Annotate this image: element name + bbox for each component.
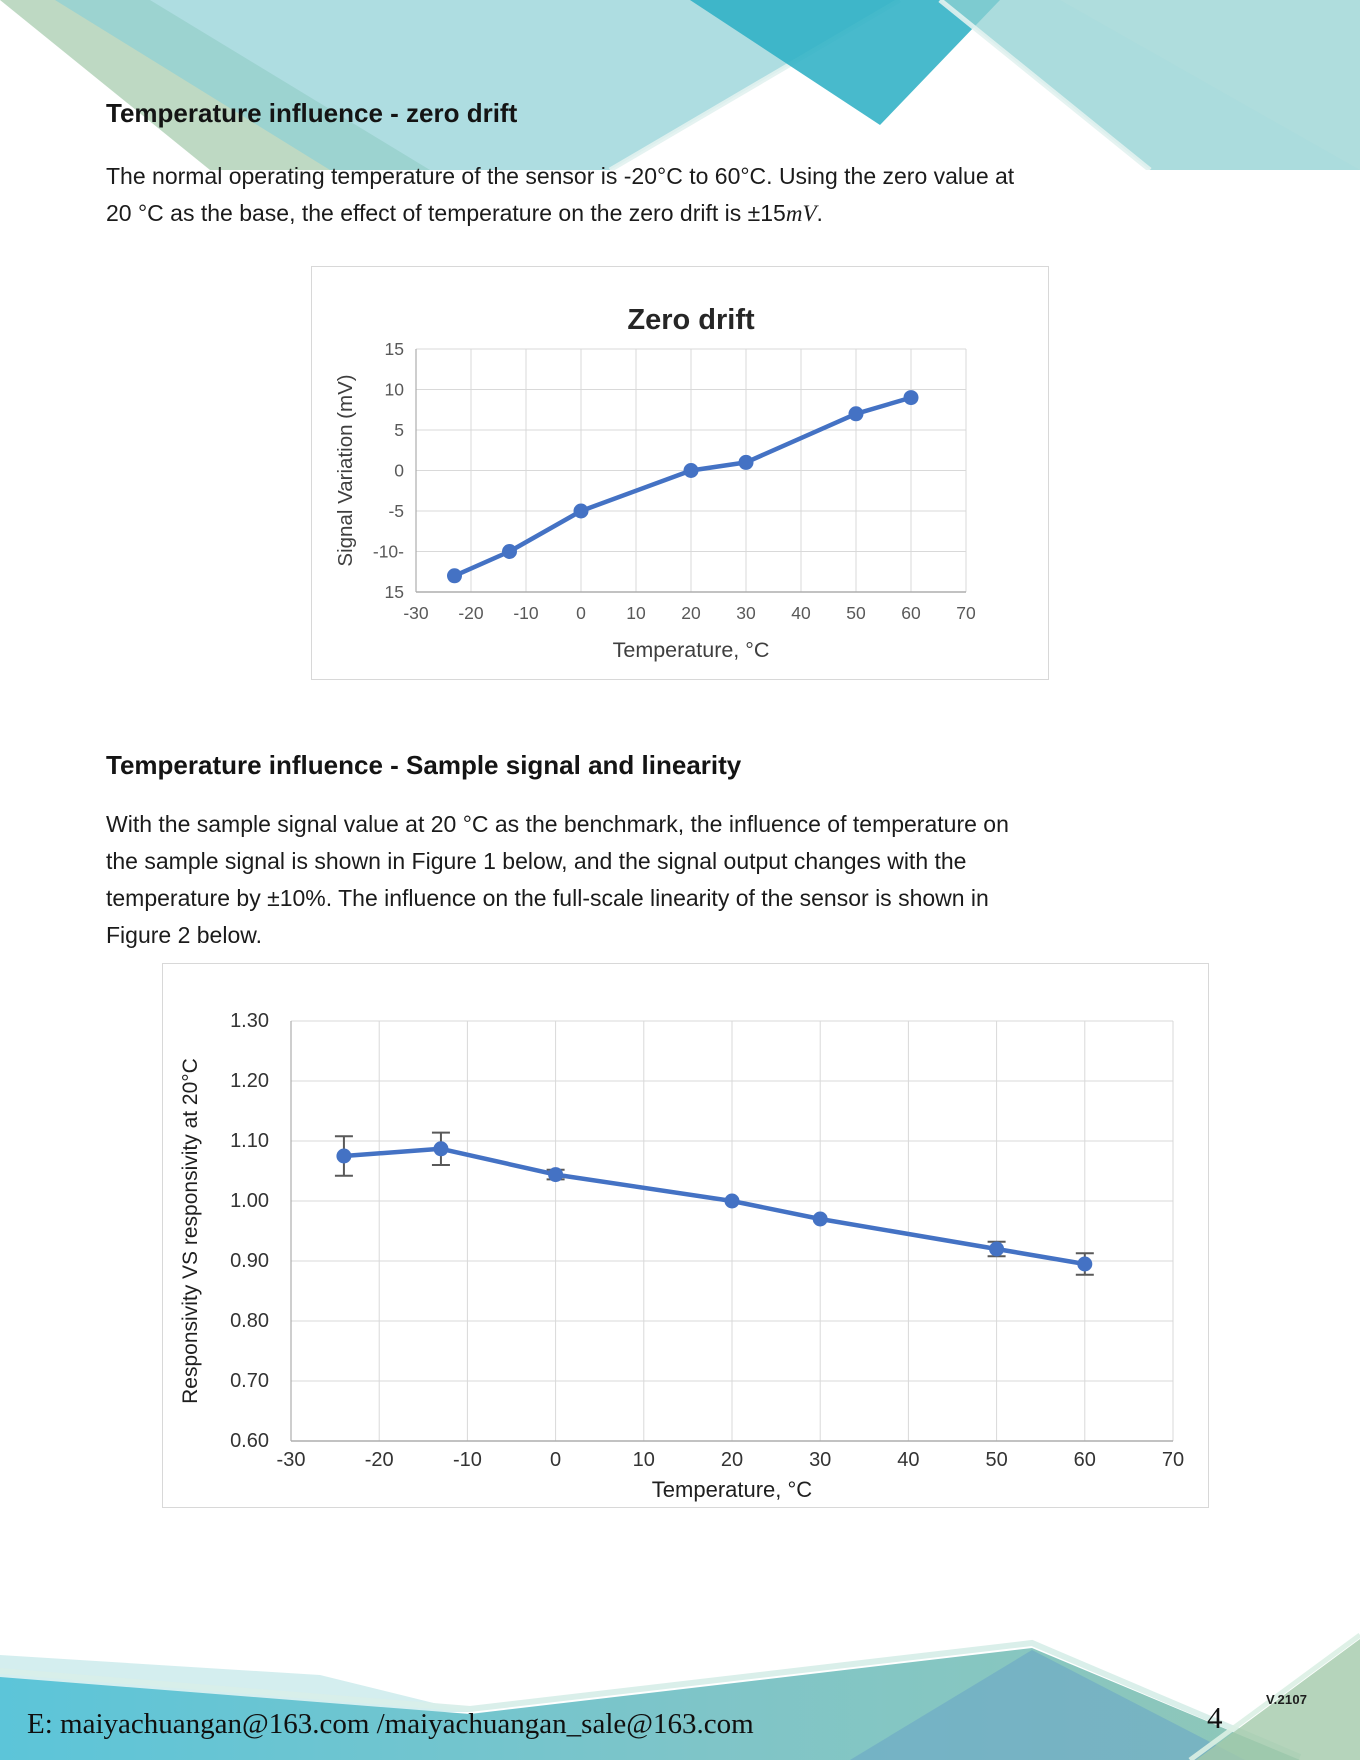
svg-text:0: 0 [550,1449,561,1471]
svg-text:15: 15 [385,339,404,359]
svg-text:70: 70 [956,603,976,623]
svg-text:5: 5 [394,420,404,440]
version-label: V.2107 [1266,1692,1308,1707]
gridlines [290,1020,1174,1442]
svg-text:50: 50 [846,603,866,623]
svg-text:0.80: 0.80 [230,1310,269,1332]
x-axis-title: Temperature, °C [652,1477,813,1502]
zero-drift-chart: -30 -20 -10 0 10 20 30 40 50 60 70151050-5-10-15Ze… [334,304,976,662]
series-line [453,395,912,578]
paragraph-line: the sample signal is shown in Figure 1 b… [106,848,967,874]
svg-text:-30: -30 [403,603,429,623]
responsivity-chart-frame: -30 -20 -10 0 10 20 30 40 50 60 70 1.30 1.20 1.10 1.00… [162,963,1209,1508]
paragraph-line: The normal operating temperature of the … [106,163,1015,189]
svg-text:70: 70 [1162,1449,1184,1471]
zero-drift-chart-frame: -30 -20 -10 0 10 20 30 40 50 60 70 15 10 5 0 -5 -10- 15 Ze… [311,266,1049,680]
section-heading-sample-signal: Temperature influence - Sample signal an… [106,750,742,780]
series-line [343,1146,1086,1267]
svg-text:0: 0 [394,461,404,481]
svg-text:40: 40 [897,1449,919,1471]
error-bars [334,1131,1094,1276]
paragraph-sample-signal: With the sample signal value at 20 °C as… [106,806,1009,954]
y-axis-title: Responsivity VS responsivity at 20°C [179,1058,202,1404]
tick-labels: -30 -20 -10 0 10 20 30 40 50 60 70 1.30 1.20 1.10 1.00… [230,1010,1184,1471]
svg-text:15: 15 [385,582,404,602]
svg-text:10: 10 [626,603,646,623]
chart-title: Zero drift [627,304,755,336]
svg-text:10: 10 [385,380,405,400]
svg-text:1.10: 1.10 [230,1130,269,1152]
svg-text:-20: -20 [458,603,484,623]
svg-text:-5: -5 [388,501,404,521]
footer-email: E: maiyachuangan@163.com /maiyachuangan_… [27,1708,754,1740]
section-heading-zero-drift: Temperature influence - zero drift [106,98,518,128]
math-mv-text: mV [785,201,817,226]
banner-dark-triangle [690,0,1000,125]
banner-edge-highlight [938,0,1152,170]
svg-text:1.00: 1.00 [230,1190,269,1212]
svg-text:1.20: 1.20 [230,1070,269,1092]
svg-text:20: 20 [681,603,701,623]
banner-edge-highlight [1188,1632,1360,1760]
svg-text:-10: -10 [513,603,539,623]
svg-text:40: 40 [791,603,811,623]
banner-edge-highlight [0,1639,1302,1760]
paragraph-line: Figure 2 below. [106,922,262,948]
bottom-banner-decoration [0,1632,1360,1760]
svg-text:60: 60 [901,603,921,623]
svg-text:0.70: 0.70 [230,1370,269,1392]
svg-text:1.30: 1.30 [230,1010,269,1032]
svg-text:-10-: -10- [373,542,404,562]
svg-text:-20: -20 [365,1449,394,1471]
svg-text:30: 30 [736,603,756,623]
svg-text:-10: -10 [453,1449,482,1471]
paragraph-line: temperature by ±10%. The influence on th… [106,885,989,911]
x-axis-title: Temperature, °C [613,638,770,662]
svg-text:0.90: 0.90 [230,1250,269,1272]
paragraph-text: 20 °C as the base, the effect of tempera… [106,200,786,226]
svg-text:60: 60 [1074,1449,1096,1471]
banner-right-sage-triangle [1196,1639,1360,1760]
svg-text:30: 30 [809,1449,831,1471]
svg-text:-30: -30 [277,1449,306,1471]
banner-center-dark-triangle [850,1650,1245,1760]
svg-text:10: 10 [633,1449,655,1471]
svg-text:50: 50 [985,1449,1007,1471]
top-banner-decoration [0,0,1360,170]
svg-text:0.60: 0.60 [230,1430,269,1452]
svg-text:20: 20 [721,1449,743,1471]
banner-right-overlay [1060,0,1360,170]
responsivity-chart: -30 -20 -10 0 10 20 30 40 50 60 70 1.30 1.20 1.10 1.00… [179,1010,1184,1502]
y-axis-title: Signal Variation (mV) [334,374,357,566]
page-number: 4 [1207,1700,1223,1735]
paragraph-text: . [816,200,823,226]
paragraph-line: 20 °C as the base, the effect of tempera… [106,195,1014,232]
series-markers [447,390,919,584]
paragraph-zero-drift: The normal operating temperature of the … [106,158,1014,232]
svg-text:0: 0 [576,603,586,623]
series-markers [336,1141,1093,1272]
banner-teal-band [55,0,900,170]
paragraph-line: With the sample signal value at 20 °C as… [106,811,1009,837]
